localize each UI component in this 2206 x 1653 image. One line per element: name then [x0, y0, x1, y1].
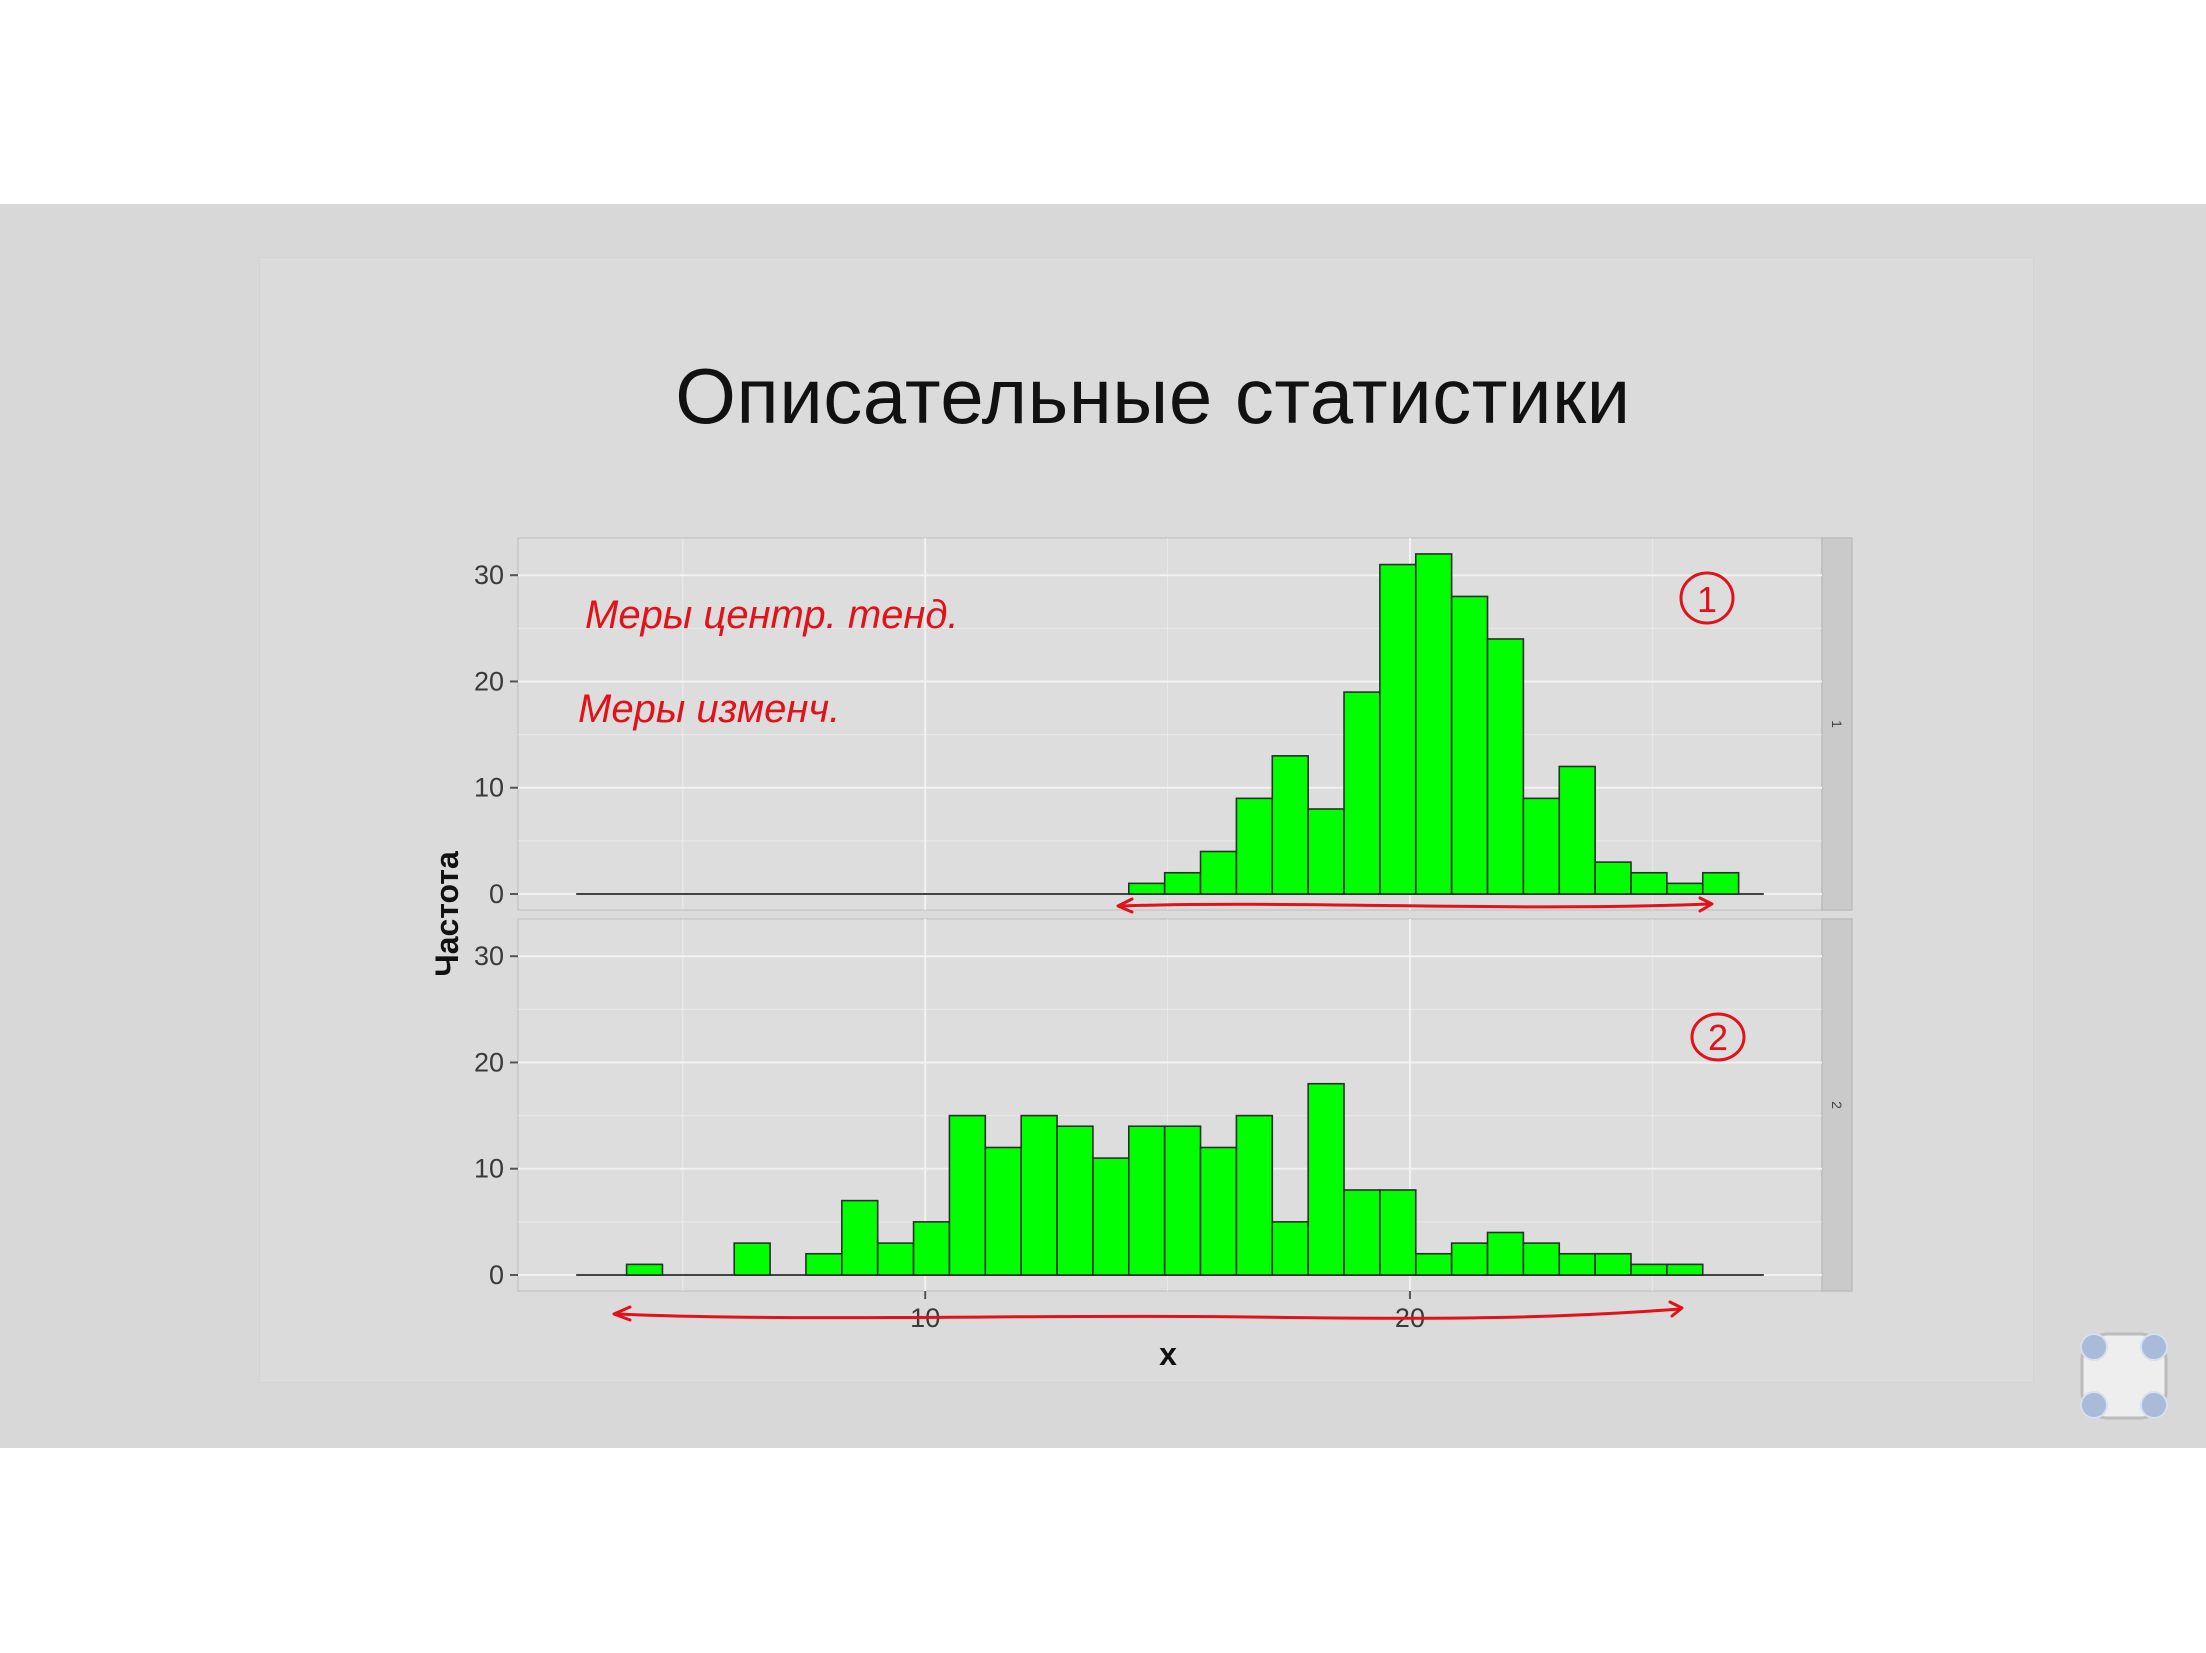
histogram-bar	[841, 1199, 879, 1276]
histogram-bar	[1522, 1242, 1561, 1276]
y-tick-label: 30	[474, 941, 504, 971]
histogram-bar	[1414, 1252, 1453, 1276]
panel-1-marker-label: 1	[1697, 579, 1717, 620]
panel-1-range-arrow	[1116, 896, 1714, 914]
histogram-bar	[912, 1221, 951, 1276]
panel-1-circle-marker: 1	[1679, 571, 1735, 625]
histogram-bar	[1271, 755, 1309, 895]
histogram-bar	[625, 1263, 664, 1276]
x-axis-title: x	[1159, 1336, 1177, 1372]
y-tick-label: 10	[474, 1154, 504, 1184]
histogram-bar	[876, 1242, 915, 1276]
histogram-bar	[1271, 1221, 1309, 1276]
histogram-bar	[1092, 1157, 1130, 1276]
histogram-bar	[1343, 1189, 1381, 1276]
histogram-bar	[1701, 871, 1740, 895]
histogram-bar	[1379, 1189, 1417, 1276]
facet-strip-2	[1821, 918, 1853, 1292]
histogram-bar	[1486, 638, 1525, 895]
slide-navigation-control[interactable]	[2074, 1326, 2174, 1426]
panel-2-range-arrow	[612, 1300, 1684, 1322]
histogram-bar	[1630, 1263, 1668, 1276]
histogram-bar	[1199, 1146, 1238, 1276]
y-tick-label: 0	[489, 879, 504, 909]
y-tick-label: 20	[474, 666, 504, 696]
histogram-bar	[1127, 1125, 1166, 1276]
histogram-bar	[1558, 765, 1596, 895]
histogram-bar	[1163, 871, 1202, 895]
histogram-bar	[805, 1252, 843, 1276]
histogram-bar	[1379, 563, 1417, 895]
y-tick-label: 0	[489, 1260, 504, 1290]
histogram-bar	[1666, 1263, 1704, 1276]
histogram-bar	[1630, 871, 1668, 895]
histogram-bar	[1486, 1231, 1525, 1276]
histogram-bar	[1594, 1252, 1632, 1276]
histogram-bar	[1163, 1125, 1202, 1276]
histogram-bar	[1450, 1242, 1489, 1276]
histogram-bar	[984, 1146, 1022, 1276]
histogram-bar	[1235, 1114, 1274, 1276]
histogram-bar	[1343, 691, 1381, 895]
panel-2-marker-label: 2	[1708, 1017, 1728, 1058]
histogram-bar	[1594, 861, 1632, 895]
histogram-bar	[1020, 1114, 1058, 1276]
histogram-bar	[1056, 1125, 1094, 1276]
histogram-bar	[1666, 882, 1704, 895]
histogram-bar	[1199, 850, 1238, 895]
y-tick-label: 30	[474, 560, 504, 590]
navigation-dots-icon[interactable]	[2074, 1326, 2174, 1426]
annotation-variability: Меры изменч.	[578, 687, 840, 731]
y-tick-label: 20	[474, 1047, 504, 1077]
y-axis-title: Частота	[429, 851, 465, 977]
histogram-bar	[1127, 882, 1166, 895]
facet-strip-label-1: 1	[1829, 720, 1845, 728]
histogram-bar	[1522, 797, 1561, 895]
histogram-bar	[1307, 1082, 1345, 1276]
y-tick-label: 10	[474, 773, 504, 803]
facet-strip-label-2: 2	[1829, 1101, 1845, 1109]
panel-2-circle-marker: 2	[1690, 1012, 1746, 1062]
histogram-bar	[1558, 1252, 1596, 1276]
facet-strip-1	[1821, 537, 1853, 911]
histogram-bar	[1414, 553, 1453, 895]
histogram-bar	[1450, 595, 1489, 895]
histogram-bar	[733, 1242, 771, 1276]
annotation-central-tendency: Меры центр. тенд.	[585, 593, 959, 637]
histogram-bar	[1235, 797, 1274, 895]
histogram-bar	[1307, 808, 1345, 895]
slide-title: Описательные статистики	[675, 352, 1631, 440]
histogram-bar	[948, 1114, 987, 1276]
